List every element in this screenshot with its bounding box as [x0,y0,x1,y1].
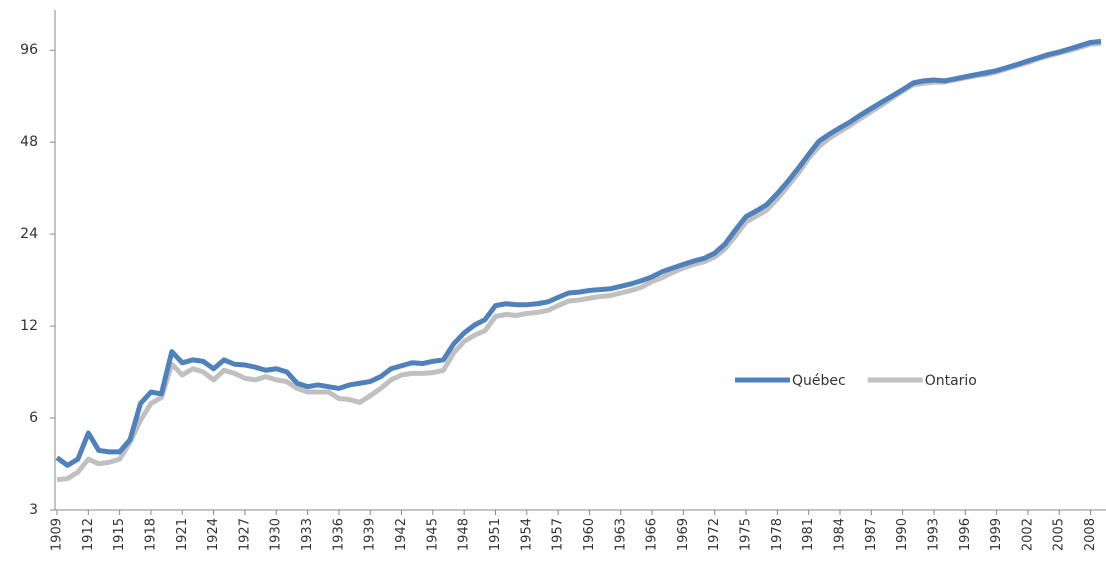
x-tick-label: 1969 [676,518,691,551]
x-tick-label: 1924 [206,518,221,551]
x-tick-label: 1912 [81,518,96,551]
y-tick-label: 96 [20,42,38,58]
x-tick-label: 1999 [989,518,1004,551]
x-tick-label: 1981 [801,518,816,551]
x-tick-label: 1984 [833,518,848,551]
y-tick-label: 3 [29,502,38,518]
x-tick-label: 1954 [519,518,534,551]
x-tick-label: 1915 [112,518,127,551]
x-tick-label: 2005 [1052,518,1067,551]
x-tick-label: 1996 [958,518,973,551]
x-tick-label: 1957 [551,518,566,551]
x-tick-label: 1936 [331,518,346,551]
x-tick-label: 2008 [1083,518,1098,551]
x-tick-label: 1966 [645,518,660,551]
x-tick-label: 1933 [300,518,315,551]
y-tick-label: 24 [20,226,38,242]
x-tick-label: 1945 [425,518,440,551]
x-tick-label: 1930 [269,518,284,551]
x-tick-label: 1963 [613,518,628,551]
x-tick-label: 1951 [488,518,503,551]
x-tick-label: 1921 [175,518,190,551]
x-tick-label: 1909 [50,518,65,551]
x-tick-label: 1993 [926,518,941,551]
legend-label: Québec [792,373,846,389]
x-tick-label: 1942 [394,518,409,551]
x-tick-label: 1939 [363,518,378,551]
legend-label: Ontario [925,373,977,389]
line-series [56,40,1102,483]
y-tick-label: 6 [29,410,38,426]
x-tick-label: 1987 [864,518,879,551]
x-tick-label: 1948 [457,518,472,551]
x-tick-label: 1918 [143,518,158,551]
x-tick-label: 1972 [707,518,722,551]
y-tick-label: 12 [20,318,38,334]
x-tick-label: 1927 [237,518,252,551]
x-tick-label: 2002 [1020,518,1035,551]
x-tick-label: 1990 [895,518,910,551]
y-tick-label: 48 [20,134,38,150]
x-tick-label: 1978 [770,518,785,551]
x-tick-label: 1975 [739,518,754,551]
x-tick-label: 1960 [582,518,597,551]
line-series [55,38,1102,468]
